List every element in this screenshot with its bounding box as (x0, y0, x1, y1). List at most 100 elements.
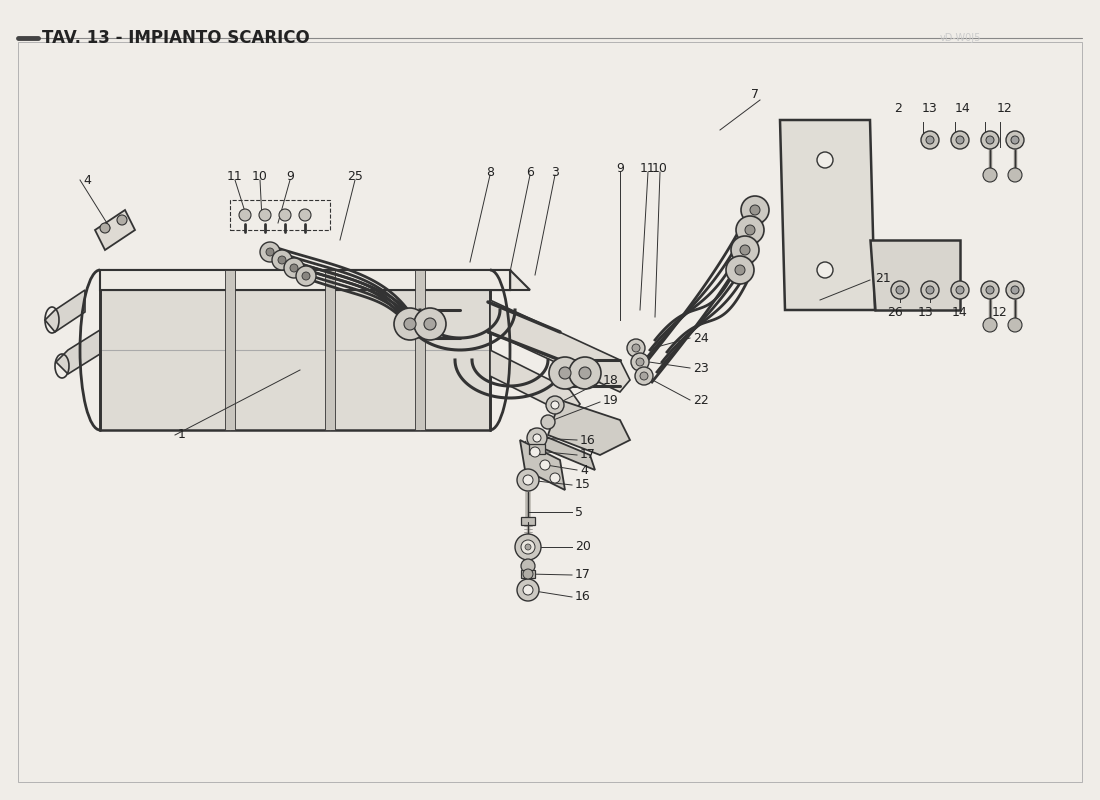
Text: 24: 24 (693, 331, 708, 345)
Polygon shape (100, 270, 490, 430)
Bar (324, 270, 336, 430)
Text: 7: 7 (751, 89, 759, 102)
Bar (415, 270, 425, 430)
Polygon shape (780, 120, 874, 310)
Circle shape (302, 272, 310, 280)
Text: TAV. 13 - IMPIANTO SCARICO: TAV. 13 - IMPIANTO SCARICO (42, 29, 310, 47)
Text: 2: 2 (894, 102, 902, 114)
Circle shape (636, 358, 644, 366)
Polygon shape (100, 270, 530, 290)
Circle shape (551, 401, 559, 409)
Circle shape (521, 540, 535, 554)
Circle shape (424, 318, 436, 330)
Circle shape (569, 357, 601, 389)
Circle shape (579, 367, 591, 379)
Circle shape (521, 559, 535, 573)
Bar (226, 270, 235, 430)
Circle shape (635, 367, 653, 385)
Circle shape (100, 223, 110, 233)
Text: 11: 11 (227, 170, 243, 183)
Circle shape (517, 579, 539, 601)
Circle shape (394, 308, 426, 340)
Text: 23: 23 (693, 362, 708, 374)
Text: 11: 11 (640, 162, 656, 175)
Circle shape (1006, 281, 1024, 299)
Text: 16: 16 (580, 434, 596, 446)
Text: 19: 19 (603, 394, 618, 406)
Text: vD-W0J5: vD-W0J5 (940, 33, 981, 43)
Text: 17: 17 (575, 569, 591, 582)
Circle shape (896, 286, 904, 294)
Circle shape (296, 266, 316, 286)
Circle shape (640, 372, 648, 380)
Text: 17: 17 (580, 449, 596, 462)
Polygon shape (520, 440, 565, 490)
Text: 26: 26 (887, 306, 903, 318)
Circle shape (530, 447, 540, 457)
Circle shape (750, 205, 760, 215)
Text: 8: 8 (486, 166, 494, 178)
Text: 16: 16 (575, 590, 591, 603)
Circle shape (541, 415, 556, 429)
Circle shape (981, 131, 999, 149)
Text: 22: 22 (693, 394, 708, 406)
Polygon shape (100, 270, 510, 290)
Polygon shape (870, 240, 960, 310)
Circle shape (986, 286, 994, 294)
Circle shape (983, 318, 997, 332)
Ellipse shape (242, 254, 798, 486)
Polygon shape (548, 400, 630, 455)
Text: 15: 15 (575, 478, 591, 491)
Circle shape (926, 286, 934, 294)
Circle shape (279, 209, 292, 221)
Text: 5: 5 (575, 506, 583, 518)
Text: 10: 10 (252, 170, 268, 183)
Circle shape (546, 396, 564, 414)
Circle shape (1011, 136, 1019, 144)
Circle shape (522, 569, 534, 579)
Circle shape (817, 152, 833, 168)
Circle shape (952, 281, 969, 299)
Circle shape (559, 367, 571, 379)
Text: 1: 1 (178, 429, 186, 442)
Circle shape (632, 344, 640, 352)
Polygon shape (490, 300, 630, 392)
Bar (230, 200, 330, 230)
Text: 9: 9 (616, 162, 624, 175)
Text: 10: 10 (652, 162, 668, 175)
Bar (521, 570, 535, 578)
Circle shape (517, 469, 539, 491)
Circle shape (926, 136, 934, 144)
Circle shape (549, 357, 581, 389)
Circle shape (1008, 318, 1022, 332)
Circle shape (956, 136, 964, 144)
Circle shape (817, 262, 833, 278)
Text: 18: 18 (603, 374, 619, 386)
Circle shape (290, 264, 298, 272)
Circle shape (983, 168, 997, 182)
Circle shape (550, 473, 560, 483)
Circle shape (414, 308, 446, 340)
Circle shape (515, 534, 541, 560)
Circle shape (1006, 131, 1024, 149)
Text: 14: 14 (955, 102, 971, 114)
Circle shape (891, 281, 909, 299)
Text: 13: 13 (922, 102, 938, 114)
Text: 12: 12 (992, 306, 1008, 318)
Circle shape (956, 286, 964, 294)
Bar (529, 444, 544, 454)
Circle shape (745, 225, 755, 235)
Polygon shape (530, 430, 595, 470)
Polygon shape (490, 350, 580, 416)
Circle shape (986, 136, 994, 144)
Circle shape (921, 281, 939, 299)
Circle shape (522, 585, 534, 595)
Circle shape (740, 245, 750, 255)
Circle shape (284, 258, 304, 278)
Circle shape (527, 428, 547, 448)
Circle shape (272, 250, 292, 270)
Circle shape (726, 256, 754, 284)
Text: 9: 9 (286, 170, 294, 183)
Circle shape (736, 216, 764, 244)
Text: 20: 20 (575, 541, 591, 554)
